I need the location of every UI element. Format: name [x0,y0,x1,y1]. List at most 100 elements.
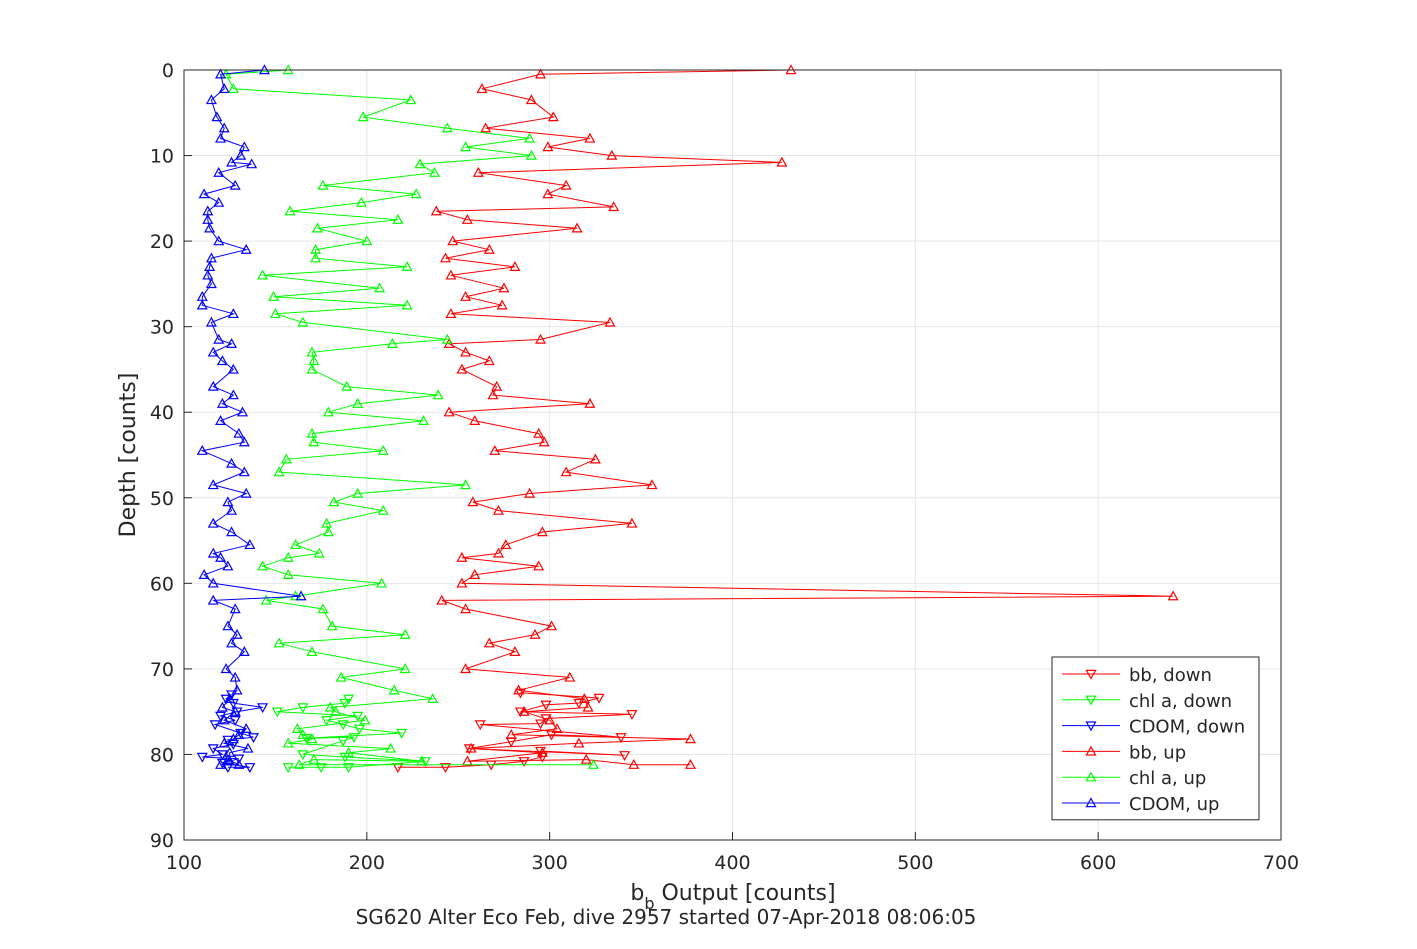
data-point [233,754,245,765]
y-tick-label: 40 [150,402,174,424]
data-point [207,744,219,755]
data-point [626,710,638,720]
data-point [377,504,389,515]
legend-marker [1085,771,1097,782]
data-point [207,479,219,490]
data-point [337,736,349,747]
series-bb-down [392,688,638,774]
legend-marker [1085,745,1097,756]
data-point [560,466,572,477]
data-point [227,698,239,709]
data-point [297,316,309,327]
series-line [277,698,426,768]
data-point [224,755,236,766]
data-point [483,243,495,254]
data-point [551,723,563,733]
data-point [321,517,333,528]
data-point [542,188,554,199]
data-point [524,487,536,498]
data-point [226,338,238,348]
data-point [388,684,400,695]
data-point [242,742,254,753]
data-point [244,763,256,774]
data-point [509,261,521,271]
data-point [343,763,355,774]
data-point [218,83,230,94]
data-point [235,728,247,739]
data-point [220,663,232,674]
data-point [348,733,360,744]
data-point [560,179,572,190]
data-point [401,261,413,271]
data-point [311,222,323,233]
data-point [204,222,216,233]
data-point [544,714,556,725]
legend-item: chl a, up [1062,768,1206,789]
data-point [492,547,504,558]
data-point [229,603,241,614]
data-point [445,269,457,280]
data-point [341,380,353,391]
legend-marker [1085,669,1097,680]
data-point [322,406,334,417]
data-point [352,397,364,408]
data-point [205,252,217,263]
data-point [441,122,453,133]
data-point [218,714,230,725]
data-point [483,637,495,648]
data-point [489,444,501,455]
data-point [273,466,285,477]
data-point [216,701,228,712]
data-point [282,569,294,579]
data-point [213,166,225,177]
y-tick-label: 50 [150,488,174,510]
x-tick-label: 600 [1080,852,1116,874]
data-point [469,569,481,579]
data-point [352,487,364,498]
data-point [589,453,601,464]
data-point [322,526,334,537]
data-point [247,733,259,744]
data-point [308,753,320,764]
data-point [460,290,472,301]
y-tick-label: 70 [150,659,174,681]
data-point [410,188,422,199]
data-point [202,213,214,224]
data-point [491,380,503,391]
legend-marker [1085,695,1097,706]
data-point [608,201,620,212]
data-point [414,158,426,169]
data-point [399,628,411,639]
data-point [480,122,492,133]
data-point [215,132,227,143]
data-point [352,711,364,722]
data-point [215,415,227,425]
series-chl-a-down [271,694,431,774]
data-point [573,698,585,709]
data-point [226,457,238,468]
data-point [456,551,468,562]
data-point [542,141,554,152]
data-point [231,684,243,695]
data-point [445,308,457,319]
data-point [456,363,468,374]
y-tick-label: 30 [150,317,174,339]
data-point [593,693,605,704]
data-point [215,68,227,79]
data-point [514,707,526,718]
data-point [500,539,512,550]
data-point [547,111,559,122]
data-point [240,243,252,254]
data-point [343,746,355,757]
data-point [233,758,245,769]
legend-label: bb, down [1129,665,1212,686]
data-point [268,290,280,301]
data-point [606,149,618,160]
data-point [359,714,371,725]
data-point [628,758,640,769]
legend-label: chl a, up [1129,768,1206,789]
data-point [584,397,596,408]
series-bb-up [430,64,1179,769]
data-point [357,111,369,122]
data-point [207,346,219,357]
